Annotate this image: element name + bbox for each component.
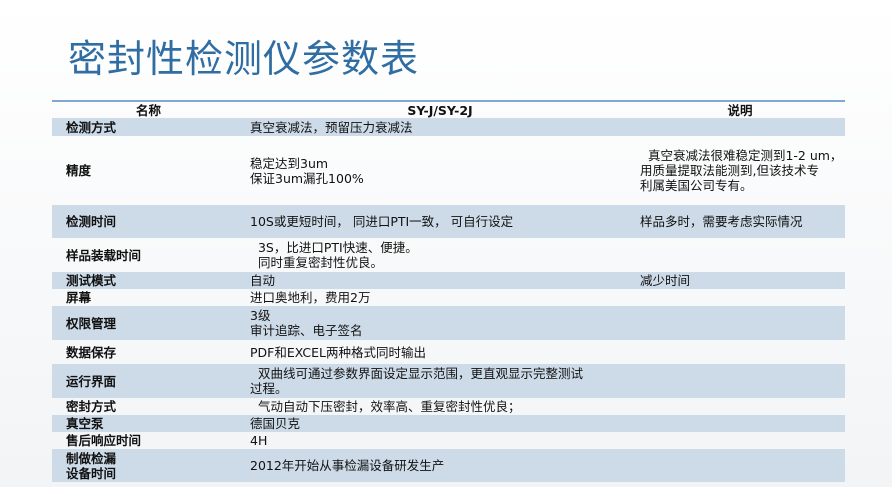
table-cell: [640, 364, 845, 398]
table-cell: [640, 238, 845, 272]
table-cell: 屏幕: [66, 289, 246, 306]
table-cell: 4H: [250, 432, 630, 449]
cell-line: 气动自动下压密封，效率高、重复密封性优良；: [250, 399, 521, 414]
table-cell: 气动自动下压密封，效率高、重复密封性优良；: [250, 398, 630, 415]
table-cell: [640, 306, 845, 340]
header-cell: SY-J/SY-2J: [407, 102, 473, 118]
table-row: 运行界面 双曲线可通过参数界面设定显示范围，更直观显示完整测试 过程。: [52, 364, 845, 398]
table-cell: 10S或更短时间， 同进口PTI一致， 可自行设定: [250, 205, 630, 238]
table-cell: 检测时间: [66, 205, 246, 238]
cell-line: 售后响应时间: [66, 433, 142, 448]
cell-line: 同时重复密封性优良。: [250, 255, 383, 270]
cell-line: 减少时间: [640, 273, 691, 288]
table-cell: 精度: [66, 136, 246, 205]
cell-line: 3S，比进口PTI快速、便捷。: [250, 240, 418, 255]
table-cell: 3S，比进口PTI快速、便捷。 同时重复密封性优良。: [250, 238, 630, 272]
cell-line: 检测时间: [66, 214, 117, 229]
table-cell: 德国贝克: [250, 415, 630, 432]
table-cell: 真空泵: [66, 415, 246, 432]
table-cell: 密封方式: [66, 398, 246, 415]
table: 名称 SY-J/SY-2J 说明检测方式 真空衰减法，预留压力衰减法精度 稳定达到3um…: [52, 100, 845, 482]
cell-line: 双曲线可通过参数界面设定显示范围，更直观显示完整测试: [250, 366, 583, 381]
cell-line: 保证3um漏孔100%: [250, 170, 364, 186]
cell-line: 真空衰减法很难稳定测到1-2 um，: [640, 148, 843, 163]
table-cell: 3级 审计追踪、电子签名: [250, 306, 630, 340]
table-row: 数据保存 PDF和EXCEL两种格式同时输出: [52, 340, 845, 364]
header-cell: 说明: [727, 102, 753, 118]
table-cell: [640, 432, 845, 449]
table-row: 真空泵 德国贝克: [52, 415, 845, 432]
table-cell: 制做检漏 设备时间: [66, 449, 246, 482]
cell-line: 用质量提取法能测到,但该技术专: [640, 163, 819, 178]
table-cell: 售后响应时间: [66, 432, 246, 449]
table-cell: [640, 118, 845, 136]
cell-line: 数据保存: [66, 344, 117, 360]
cell-line: 权限管理: [66, 315, 117, 331]
table-cell: 数据保存: [66, 340, 246, 364]
table-row: 屏幕 进口奥地利，费用2万: [52, 289, 845, 306]
table-cell: [640, 449, 845, 482]
cell-line: 密封方式: [66, 399, 117, 414]
table-cell: [640, 415, 845, 432]
cell-line: 运行界面: [66, 373, 117, 389]
title: 密封性检测仪参数表: [68, 37, 420, 81]
table-cell: 检测方式: [66, 118, 246, 136]
table-cell: PDF和EXCEL两种格式同时输出: [250, 340, 630, 364]
table-cell: 稳定达到3um 保证3um漏孔100%: [250, 136, 630, 205]
table-row: 检测时间 10S或更短时间， 同进口PTI一致， 可自行设定 样品多时，需要考虑实际…: [52, 205, 845, 238]
cell-line: 检测方式: [66, 119, 117, 135]
table-row: 测试模式 自动 减少时间: [52, 272, 845, 289]
table-row: 权限管理 3级 审计追踪、电子签名: [52, 306, 845, 340]
table-cell: [640, 289, 845, 306]
table-cell: 运行界面: [66, 364, 246, 398]
cell-line: 精度: [66, 163, 92, 178]
cell-line: 真空衰减法，预留压力衰减法: [250, 119, 413, 135]
cell-line: 进口奥地利，费用2万: [250, 290, 371, 305]
table-cell: [640, 398, 845, 415]
table-row: 检测方式 真空衰减法，预留压力衰减法: [52, 118, 845, 136]
table-cell: 自动: [250, 272, 630, 289]
cell-line: 10S或更短时间， 同进口PTI一致， 可自行设定: [250, 214, 514, 229]
cell-line: 屏幕: [66, 290, 92, 305]
table-cell: 进口奥地利，费用2万: [250, 289, 630, 306]
cell-line: 自动: [250, 273, 276, 288]
cell-line: 测试模式: [66, 273, 117, 288]
table-cell: 样品装载时间: [66, 238, 246, 272]
table-row: 制做检漏 设备时间 2012年开始从事检漏设备研发生产: [52, 449, 845, 482]
table-cell: 权限管理: [66, 306, 246, 340]
cell-line: 制做检漏: [66, 450, 117, 466]
cell-line: 设备时间: [66, 465, 117, 481]
cell-line: 4H: [250, 433, 268, 448]
cell-line: 审计追踪、电子签名: [250, 323, 363, 338]
table-cell: 样品多时，需要考虑实际情况: [640, 205, 845, 238]
cell-line: 过程。: [250, 381, 288, 396]
table-row: 精度 稳定达到3um 保证3um漏孔100% 真空衰减法很难稳定测到1-2 um，用…: [52, 136, 845, 205]
cell-line: 样品多时，需要考虑实际情况: [640, 214, 803, 229]
table-cell: 2012年开始从事检漏设备研发生产: [250, 449, 630, 482]
cell-line: 2012年开始从事检漏设备研发生产: [250, 458, 445, 473]
table-cell: 测试模式: [66, 272, 246, 289]
cell-line: 3级: [250, 308, 271, 323]
table-cell: 减少时间: [640, 272, 845, 289]
cell-line: 真空泵: [66, 416, 104, 431]
cell-line: 德国贝克: [250, 416, 301, 431]
table-cell: 真空衰减法，预留压力衰减法: [250, 118, 630, 136]
cell-line: 稳定达到3um: [250, 155, 329, 171]
header-cell: 名称: [135, 102, 161, 118]
table-row: 密封方式 气动自动下压密封，效率高、重复密封性优良；: [52, 398, 845, 415]
table-cell: 真空衰减法很难稳定测到1-2 um， 用质量提取法能测到,但该技术专 利属美国公司专…: [640, 136, 845, 205]
table-row: 售后响应时间 4H: [52, 432, 845, 449]
cell-line: PDF和EXCEL两种格式同时输出: [250, 344, 426, 360]
header-row: 名称 SY-J/SY-2J 说明: [52, 102, 845, 118]
cell-line: 样品装载时间: [66, 247, 142, 263]
table-row: 样品装载时间 3S，比进口PTI快速、便捷。 同时重复密封性优良。: [52, 238, 845, 272]
cell-line: 利属美国公司专有。: [640, 178, 753, 193]
table-cell: [640, 340, 845, 364]
table-cell: 双曲线可通过参数界面设定显示范围，更直观显示完整测试 过程。: [250, 364, 630, 398]
